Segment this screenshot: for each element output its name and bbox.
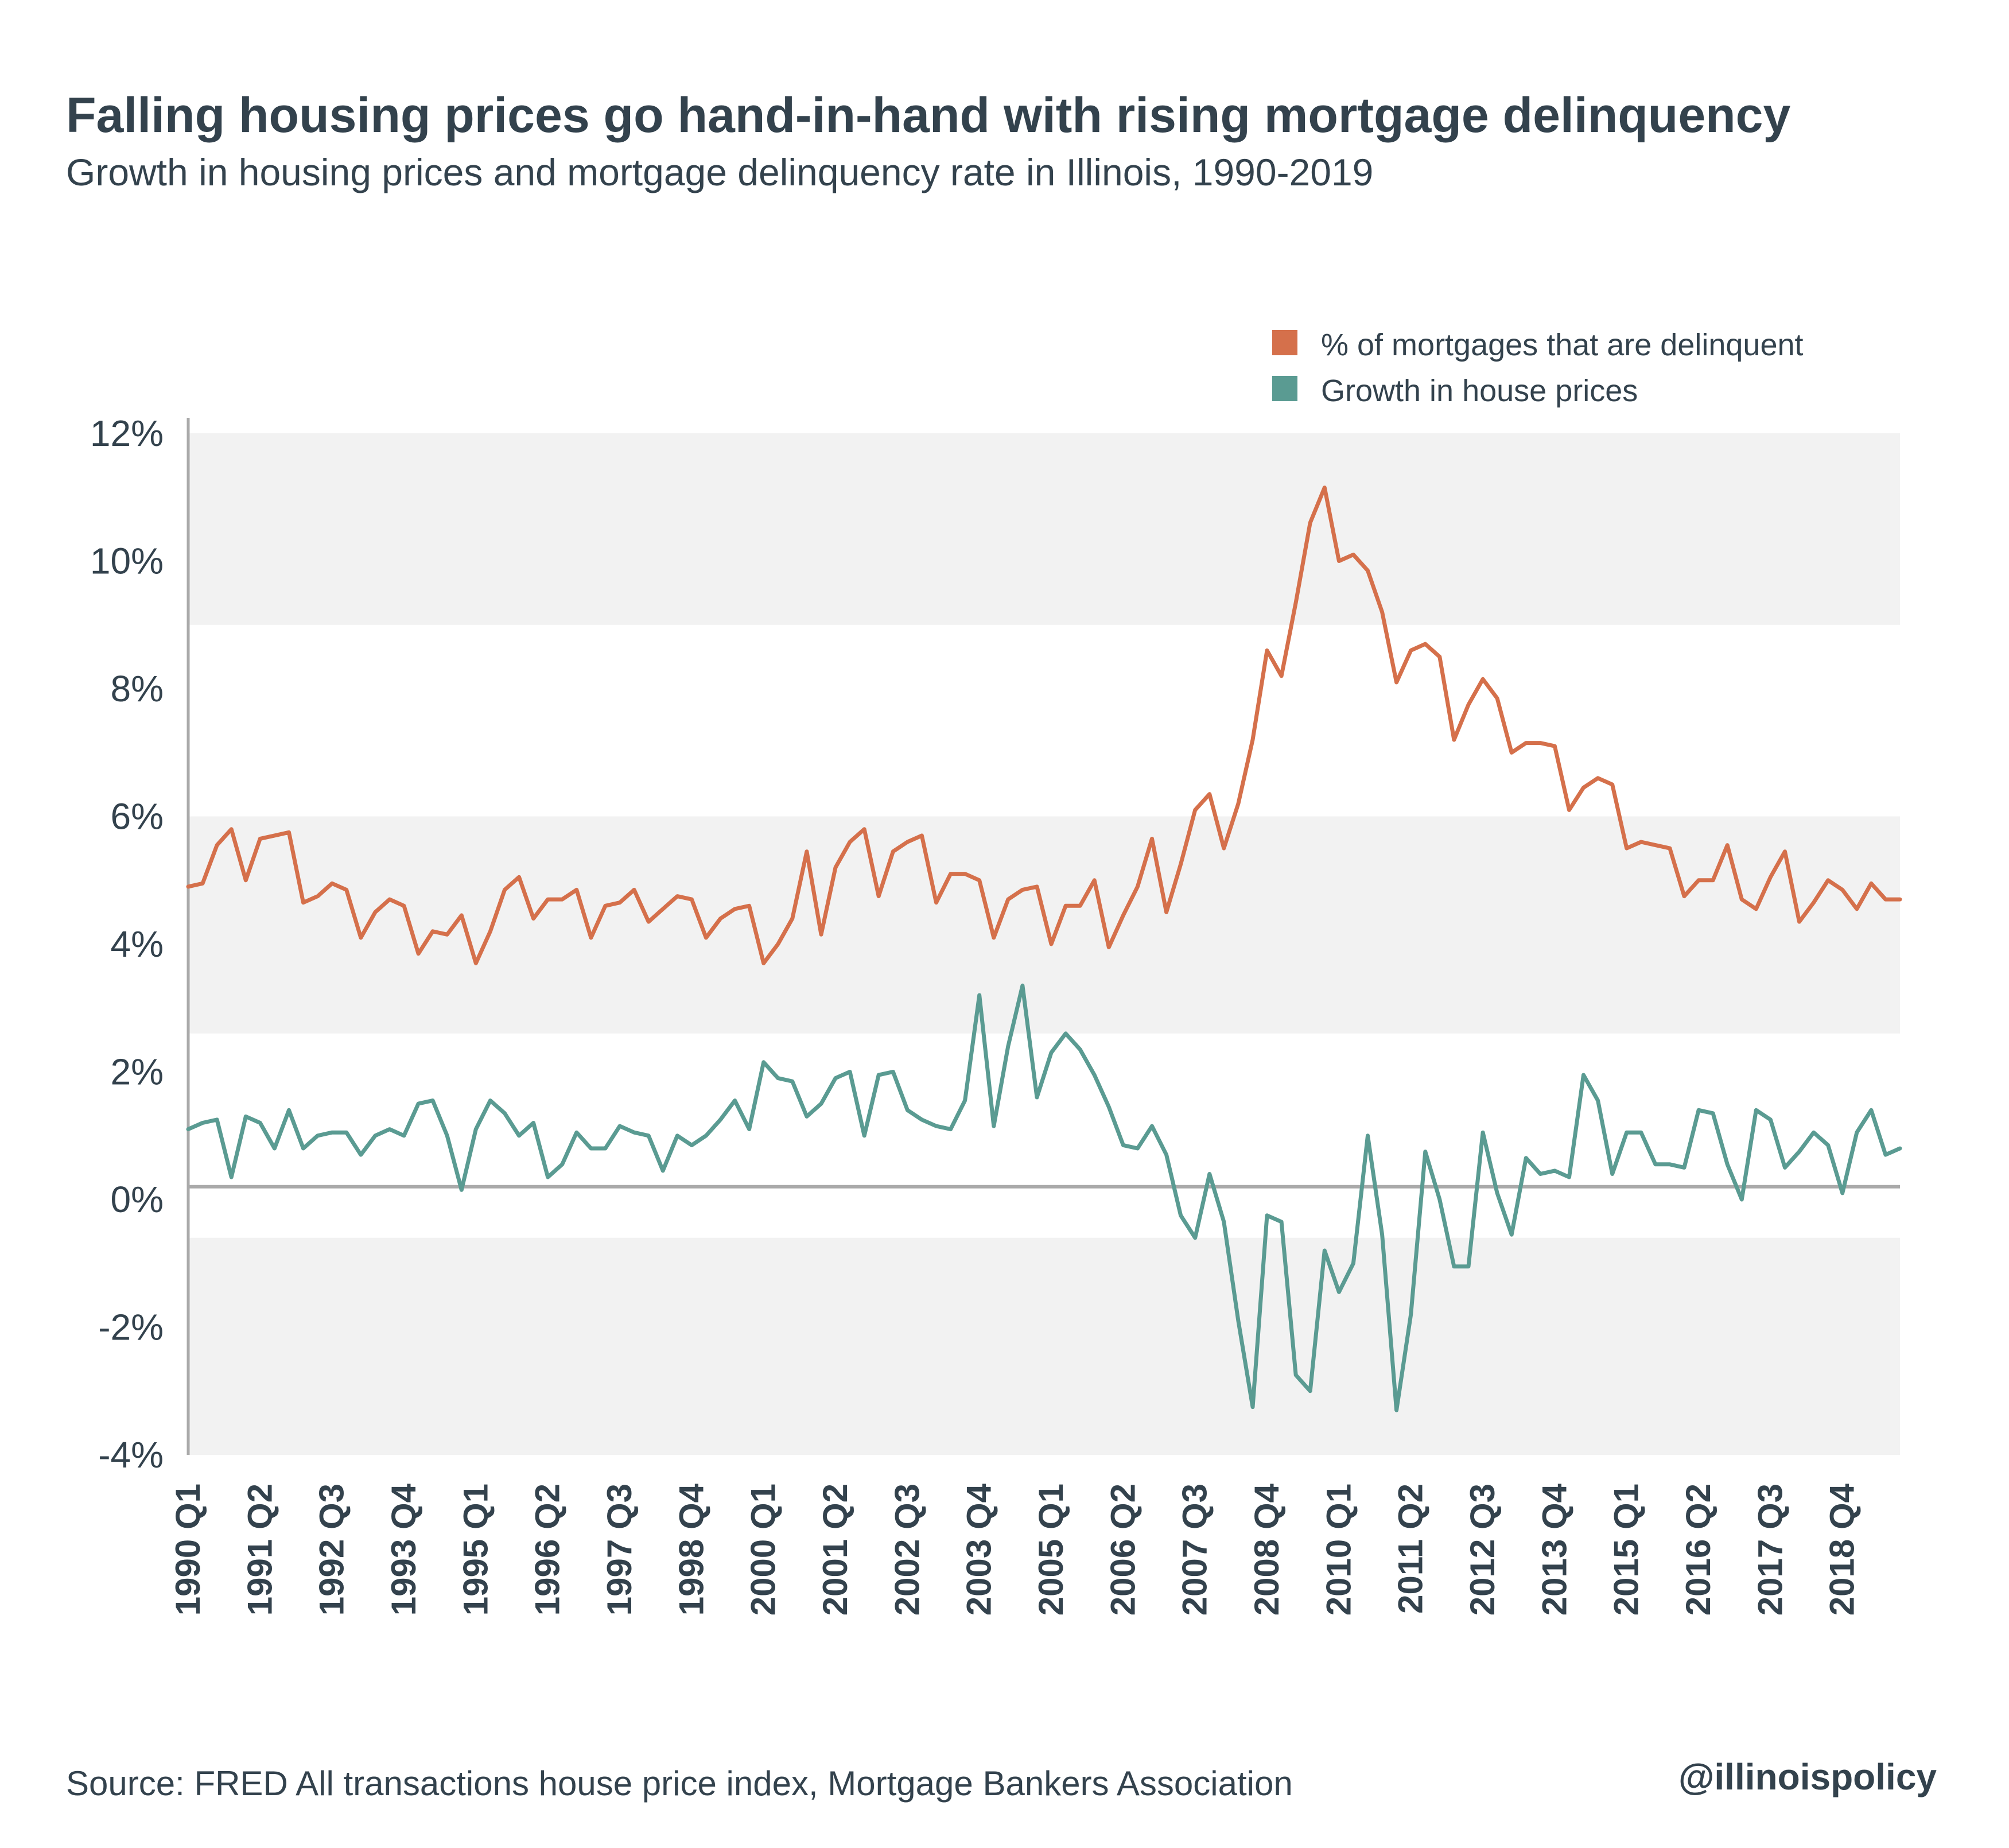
social-handle: @illinoispolicy <box>1678 1756 1937 1797</box>
y-tick-label: 12% <box>90 413 164 454</box>
chart-subtitle: Growth in housing prices and mortgage de… <box>66 151 1373 193</box>
series-line-house-prices <box>186 983 1902 1412</box>
background-band <box>188 433 1900 625</box>
x-tick-label: 1991 Q2 <box>240 1484 279 1616</box>
y-axis-ticks: 12% 10% 8% 6% 4% 2% 0% -2% -4% <box>90 413 164 1476</box>
x-tick-label: 2002 Q3 <box>888 1484 926 1616</box>
x-tick-label: 1995 Q1 <box>456 1484 495 1616</box>
source-note: Source: FRED All transactions house pric… <box>66 1764 1293 1803</box>
x-tick-label: 2017 Q3 <box>1751 1484 1789 1616</box>
legend: % of mortgages that are delinquent Growt… <box>1272 328 1804 408</box>
y-tick-label: 8% <box>111 668 164 709</box>
x-tick-label: 2012 Q3 <box>1463 1484 1502 1616</box>
background-band <box>188 1237 1900 1455</box>
x-tick-label: 2015 Q1 <box>1607 1484 1646 1616</box>
x-tick-label: 1998 Q4 <box>672 1483 710 1616</box>
y-tick-label: 10% <box>90 541 164 582</box>
series-line-delinquent <box>186 486 1902 965</box>
y-tick-label: 0% <box>111 1179 164 1220</box>
x-tick-label: 1993 Q4 <box>384 1483 423 1616</box>
x-tick-label: 2018 Q4 <box>1823 1483 1862 1616</box>
chart-title: Falling housing prices go hand-in-hand w… <box>66 88 1791 143</box>
x-tick-label: 2011 Q2 <box>1392 1484 1430 1614</box>
x-tick-label: 2001 Q2 <box>816 1484 854 1616</box>
x-tick-label: 2016 Q2 <box>1679 1484 1717 1616</box>
background-bands <box>188 433 1900 1455</box>
x-tick-label: 2007 Q3 <box>1176 1484 1214 1616</box>
x-tick-label: 2000 Q1 <box>744 1484 783 1616</box>
x-tick-label: 2006 Q2 <box>1103 1484 1142 1616</box>
x-tick-label: 2008 Q4 <box>1248 1483 1286 1616</box>
x-tick-label: 1996 Q2 <box>529 1484 567 1616</box>
legend-swatch-house-prices <box>1272 376 1297 401</box>
y-tick-label: 2% <box>111 1051 164 1093</box>
x-tick-label: 2005 Q1 <box>1032 1484 1070 1616</box>
y-tick-label: 4% <box>111 923 164 965</box>
legend-label-delinquent: % of mortgages that are delinquent <box>1321 328 1804 362</box>
series-lines <box>186 486 1902 1412</box>
x-tick-label: 2003 Q4 <box>960 1483 998 1616</box>
background-band <box>188 816 1900 1034</box>
x-tick-label: 2013 Q4 <box>1535 1483 1573 1616</box>
legend-label-house-prices: Growth in house prices <box>1321 374 1638 408</box>
y-tick-label: 6% <box>111 796 164 837</box>
y-tick-label: -4% <box>98 1434 164 1476</box>
legend-swatch-delinquent <box>1272 330 1297 355</box>
x-tick-label: 1990 Q1 <box>169 1484 207 1616</box>
y-tick-label: -2% <box>98 1307 164 1348</box>
x-tick-label: 2010 Q1 <box>1319 1484 1358 1616</box>
x-tick-label: 1997 Q3 <box>600 1484 639 1616</box>
x-axis-ticks: 1990 Q1 1991 Q2 1992 Q3 1993 Q4 1995 Q1 1996 … <box>169 1483 1862 1616</box>
x-tick-label: 1992 Q3 <box>313 1484 351 1616</box>
